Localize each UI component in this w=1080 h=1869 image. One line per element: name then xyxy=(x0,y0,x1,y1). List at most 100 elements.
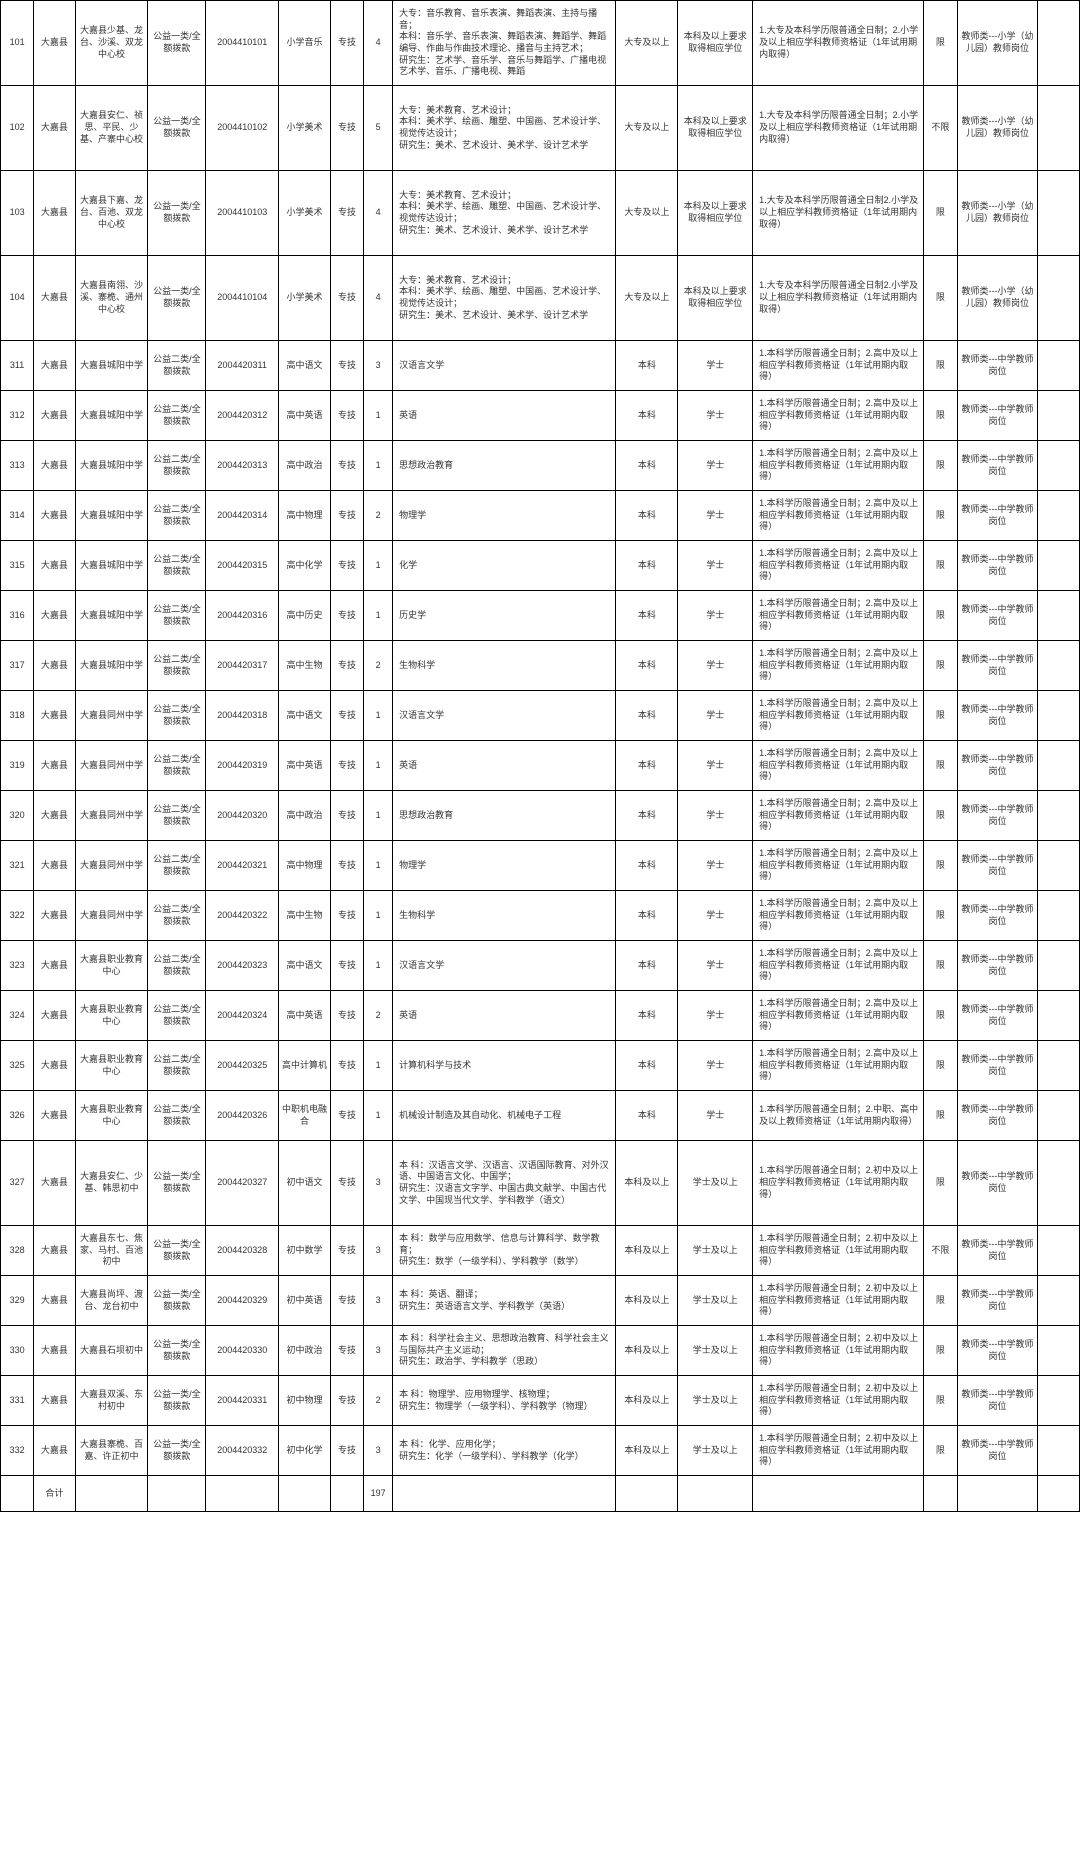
note xyxy=(1038,1141,1080,1226)
post-code: 2004420323 xyxy=(206,941,279,991)
unit-type: 公益二类/全额拨款 xyxy=(148,641,206,691)
note xyxy=(1038,741,1080,791)
conditions: 1.本科学历限普通全日制；2.高中及以上相应学科教师资格证（1年试用期内取得） xyxy=(753,691,924,741)
region: 大嘉县 xyxy=(34,1426,76,1476)
category: 教师类---中学教师岗位 xyxy=(957,641,1038,691)
region: 大嘉县 xyxy=(34,256,76,341)
education: 本科及以上 xyxy=(616,1326,678,1376)
note xyxy=(1038,891,1080,941)
sex: 限 xyxy=(924,1141,957,1226)
conditions: 1.本科学历限普通全日制；2.高中及以上相应学科教师资格证（1年试用期内取得） xyxy=(753,441,924,491)
row-no: 318 xyxy=(1,691,34,741)
conditions: 1.本科学历限普通全日制；2.高中及以上相应学科教师资格证（1年试用期内取得） xyxy=(753,341,924,391)
conditions: 1.本科学历限普通全日制；2.高中及以上相应学科教师资格证（1年试用期内取得） xyxy=(753,741,924,791)
table-row: 315大嘉县大嘉县城阳中学公益二类/全额拨款2004420315高中化学专技1化… xyxy=(1,541,1080,591)
count: 2 xyxy=(364,641,393,691)
category: 教师类---中学教师岗位 xyxy=(957,1276,1038,1326)
count: 3 xyxy=(364,1226,393,1276)
note xyxy=(1038,991,1080,1041)
row-no: 327 xyxy=(1,1141,34,1226)
note xyxy=(1038,256,1080,341)
sex: 限 xyxy=(924,441,957,491)
category: 教师类---中学教师岗位 xyxy=(957,891,1038,941)
education: 本科及以上 xyxy=(616,1276,678,1326)
category: 教师类---中学教师岗位 xyxy=(957,841,1038,891)
row-no: 322 xyxy=(1,891,34,941)
sex: 限 xyxy=(924,591,957,641)
major: 生物科学 xyxy=(393,641,616,691)
region: 大嘉县 xyxy=(34,1276,76,1326)
sex: 限 xyxy=(924,841,957,891)
table-row: 326大嘉县大嘉县职业教育中心公益二类/全额拨款2004420326中职机电融合… xyxy=(1,1091,1080,1141)
education: 本科及以上 xyxy=(616,1426,678,1476)
sex: 不限 xyxy=(924,86,957,171)
row-no: 331 xyxy=(1,1376,34,1426)
education: 本科 xyxy=(616,791,678,841)
education: 本科 xyxy=(616,541,678,591)
major: 生物科学 xyxy=(393,891,616,941)
sex: 限 xyxy=(924,791,957,841)
unit-type: 公益二类/全额拨款 xyxy=(148,341,206,391)
major: 大专：美术教育、艺术设计；本科：美术学、绘画、雕塑、中国画、艺术设计学、视觉传达… xyxy=(393,256,616,341)
region: 大嘉县 xyxy=(34,391,76,441)
post-type: 专技 xyxy=(330,1426,363,1476)
degree: 学士及以上 xyxy=(678,1426,753,1476)
unit-type: 公益一类/全额拨款 xyxy=(148,1376,206,1426)
conditions: 1.本科学历限普通全日制；2.初中及以上相应学科教师资格证（1年试用期内取得） xyxy=(753,1376,924,1426)
table-row: 330大嘉县大嘉县石坝初中公益一类/全额拨款2004420330初中政治专技3本… xyxy=(1,1326,1080,1376)
row-no: 330 xyxy=(1,1326,34,1376)
row-no: 102 xyxy=(1,86,34,171)
recruitment-table: 101大嘉县大嘉县少基、龙台、沙溪、双龙中心校公益一类/全额拨款20044101… xyxy=(0,0,1080,1512)
category: 教师类---小学（幼儿园）教师岗位 xyxy=(957,171,1038,256)
major: 物理学 xyxy=(393,841,616,891)
note xyxy=(1038,1426,1080,1476)
sex: 限 xyxy=(924,1326,957,1376)
table-row: 312大嘉县大嘉县城阳中学公益二类/全额拨款2004420312高中英语专技1英… xyxy=(1,391,1080,441)
region: 大嘉县 xyxy=(34,791,76,841)
education: 大专及以上 xyxy=(616,1,678,86)
region: 大嘉县 xyxy=(34,991,76,1041)
conditions: 1.本科学历限普通全日制；2.高中及以上相应学科教师资格证（1年试用期内取得） xyxy=(753,791,924,841)
post-name: 初中政治 xyxy=(279,1326,331,1376)
post-type: 专技 xyxy=(330,1,363,86)
conditions: 1.本科学历限普通全日制；2.初中及以上相应学科教师资格证（1年试用期内取得） xyxy=(753,1276,924,1326)
post-type: 专技 xyxy=(330,341,363,391)
post-name: 高中物理 xyxy=(279,491,331,541)
unit-type: 公益二类/全额拨款 xyxy=(148,491,206,541)
post-name: 初中化学 xyxy=(279,1426,331,1476)
conditions: 1.本科学历限普通全日制；2.初中及以上相应学科教师资格证（1年试用期内取得） xyxy=(753,1226,924,1276)
row-no: 317 xyxy=(1,641,34,691)
education: 本科 xyxy=(616,441,678,491)
post-type: 专技 xyxy=(330,841,363,891)
post-name: 高中英语 xyxy=(279,391,331,441)
row-no: 329 xyxy=(1,1276,34,1326)
education: 本科 xyxy=(616,1091,678,1141)
unit-type: 公益二类/全额拨款 xyxy=(148,991,206,1041)
post-name: 高中生物 xyxy=(279,641,331,691)
post-name: 初中数学 xyxy=(279,1226,331,1276)
unit-type: 公益一类/全额拨款 xyxy=(148,1141,206,1226)
footer-label: 合计 xyxy=(34,1476,76,1512)
count: 3 xyxy=(364,1276,393,1326)
post-type: 专技 xyxy=(330,641,363,691)
category: 教师类---中学教师岗位 xyxy=(957,791,1038,841)
unit: 大嘉县职业教育中心 xyxy=(75,1041,148,1091)
major: 本 科：物理学、应用物理学、核物理；研究生：物理学（一级学科）、学科教学（物理） xyxy=(393,1376,616,1426)
table-row: 324大嘉县大嘉县职业教育中心公益二类/全额拨款2004420324高中英语专技… xyxy=(1,991,1080,1041)
post-type: 专技 xyxy=(330,941,363,991)
table-row: 327大嘉县大嘉县安仁、少基、韩思初中公益一类/全额拨款2004420327初中… xyxy=(1,1141,1080,1226)
unit-type: 公益一类/全额拨款 xyxy=(148,1,206,86)
sex: 限 xyxy=(924,891,957,941)
note xyxy=(1038,1226,1080,1276)
table-row: 328大嘉县大嘉县东七、焦家、马村、百池初中公益一类/全额拨款200442032… xyxy=(1,1226,1080,1276)
post-name: 高中语文 xyxy=(279,691,331,741)
degree: 学士 xyxy=(678,791,753,841)
degree: 学士 xyxy=(678,941,753,991)
unit-type: 公益一类/全额拨款 xyxy=(148,256,206,341)
note xyxy=(1038,941,1080,991)
post-name: 高中生物 xyxy=(279,891,331,941)
education: 大专及以上 xyxy=(616,171,678,256)
row-no: 314 xyxy=(1,491,34,541)
count: 1 xyxy=(364,791,393,841)
sex: 限 xyxy=(924,1,957,86)
